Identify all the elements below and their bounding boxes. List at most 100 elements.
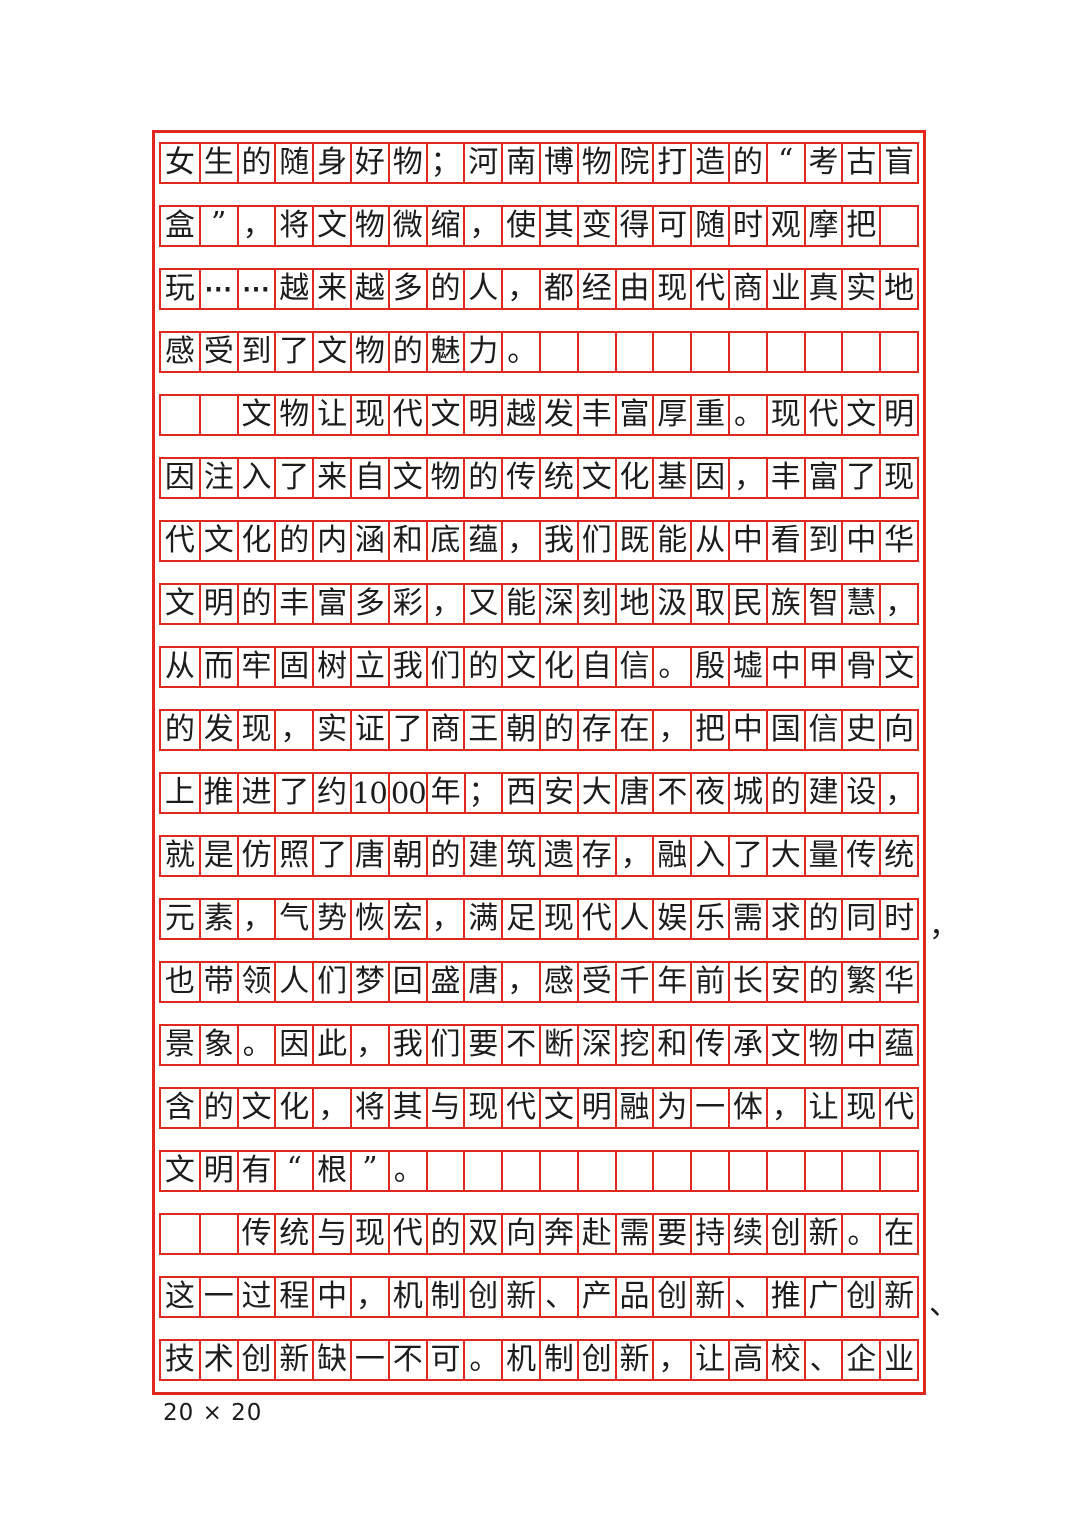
- grid-cell: 梦: [349, 963, 388, 1001]
- grid-cell: 文: [164, 1153, 195, 1188]
- grid-cell: 夜: [690, 774, 728, 812]
- grid-cell: 经: [576, 270, 615, 308]
- grid-cell: 品: [614, 1278, 653, 1316]
- grid-cell: 代: [501, 1089, 539, 1127]
- grid-cell: 是: [198, 837, 237, 875]
- grid-cell: 古: [841, 144, 879, 182]
- grid-cell: 华: [879, 522, 917, 560]
- grid-cell: 气: [274, 900, 312, 938]
- grid-cell: 建: [803, 774, 842, 812]
- grid-cell: 时: [727, 207, 766, 245]
- grid-row: 也带领人们梦回盛唐，感受千年前长安的繁华: [159, 961, 919, 1003]
- grid-cell: 重: [690, 396, 728, 434]
- grid-cell: 的: [803, 900, 842, 938]
- grid-cell: 物: [803, 1026, 842, 1064]
- grid-row: 文物让现代文明越发丰富厚重。现代文明: [159, 394, 919, 436]
- grid-cell: [198, 396, 237, 434]
- grid-cell: 前: [690, 963, 728, 1001]
- grid-cell: 有: [236, 1152, 275, 1190]
- grid-cell: 明: [576, 1089, 615, 1127]
- grid-cell: 制: [425, 1278, 464, 1316]
- grid-cell: 元: [164, 901, 195, 936]
- grid-cell: ，: [463, 207, 501, 245]
- grid-cell: 因: [164, 460, 195, 495]
- grid-cell: 富: [614, 396, 653, 434]
- grid-cell: 创: [576, 1341, 615, 1379]
- grid-cell: 大: [765, 837, 804, 875]
- grid-cell: 代: [803, 396, 842, 434]
- overflow-punctuation: 、: [929, 1287, 959, 1322]
- grid-cell: 证: [349, 711, 388, 749]
- grid-cell: 将: [274, 207, 312, 245]
- grid-row: 上推进了约 10 00 年；西安大唐不夜城的建设，: [159, 772, 919, 814]
- grid-cell: 力: [463, 333, 501, 371]
- grid-cell: 多: [349, 585, 388, 623]
- grid-cell: 把: [690, 711, 728, 749]
- grid-cell: 存: [576, 711, 615, 749]
- grid-cell: 奔: [538, 1215, 577, 1253]
- grid-cell: 文: [312, 207, 350, 245]
- grid-cell: 深: [538, 585, 577, 623]
- grid-cell: 女: [164, 145, 195, 180]
- grid-cell: 推: [198, 774, 237, 812]
- grid-cell: 要: [463, 1026, 501, 1064]
- grid-cell: 不: [501, 1026, 539, 1064]
- grid-cell: 信: [614, 648, 653, 686]
- grid-cell: [765, 1152, 804, 1190]
- grid-cell: 受: [576, 963, 615, 1001]
- grid-cell: 的: [236, 144, 275, 182]
- grid-cell: 。: [501, 333, 539, 371]
- grid-cell: 创: [841, 1278, 879, 1316]
- grid-cell: ，: [274, 711, 312, 749]
- grid-cell: 能: [501, 585, 539, 623]
- grid-cell: 术: [198, 1341, 237, 1379]
- grid-cell: 新: [690, 1278, 728, 1316]
- grid-cell: 自: [576, 648, 615, 686]
- grid-cell: 统: [879, 837, 917, 875]
- grid-cell: 丰: [576, 396, 615, 434]
- grid-cell: 打: [652, 144, 690, 182]
- grid-cell: [614, 333, 653, 371]
- grid-cell: 中: [841, 522, 879, 560]
- grid-cell: [803, 333, 842, 371]
- grid-cell: 在: [879, 1215, 917, 1253]
- grid-cell: 盛: [425, 963, 464, 1001]
- grid-cell: 繁: [841, 963, 879, 1001]
- grid-cell: 新: [274, 1341, 312, 1379]
- grid-cell: 地: [614, 585, 653, 623]
- grid-cell: 素: [198, 900, 237, 938]
- grid-cell: 含: [164, 1090, 195, 1125]
- grid-cell: 设: [841, 774, 879, 812]
- grid-cell: 而: [198, 648, 237, 686]
- grid-cell: 也: [164, 964, 195, 999]
- grid-cell: 唐: [349, 837, 388, 875]
- grid-cell: 就: [164, 838, 195, 873]
- grid-cell: 创: [236, 1341, 275, 1379]
- grid-cell: 不: [652, 774, 690, 812]
- grid-cell: ，: [501, 522, 539, 560]
- grid-cell: 唐: [614, 774, 653, 812]
- grid-cell: 物: [387, 144, 426, 182]
- grid-cell: 随: [690, 207, 728, 245]
- grid-cell: 满: [463, 900, 501, 938]
- grid-cell: [690, 1152, 728, 1190]
- grid-cell: 史: [841, 711, 879, 749]
- grid-cell: 立: [349, 648, 388, 686]
- grid-cell: 时: [879, 900, 917, 938]
- grid-cell: 我: [538, 522, 577, 560]
- grid-cell: 族: [765, 585, 804, 623]
- grid-cell: 文: [236, 1089, 275, 1127]
- grid-cell: 朝: [501, 711, 539, 749]
- grid-cell: 在: [614, 711, 653, 749]
- grid-cell: 唐: [463, 963, 501, 1001]
- grid-cell: 文: [164, 586, 195, 621]
- grid-cell: 盒: [164, 208, 195, 243]
- grid-cell: 安: [765, 963, 804, 1001]
- grid-cell: 仿: [236, 837, 275, 875]
- grid-cell: ”: [349, 1152, 388, 1190]
- grid-row: 这一过程中，机制创新、产品创新、推广创新、: [159, 1276, 959, 1320]
- grid-cell: ，: [652, 711, 690, 749]
- grid-cell: ，: [879, 774, 917, 812]
- grid-cell: 发: [538, 396, 577, 434]
- grid-cell: 商: [727, 270, 766, 308]
